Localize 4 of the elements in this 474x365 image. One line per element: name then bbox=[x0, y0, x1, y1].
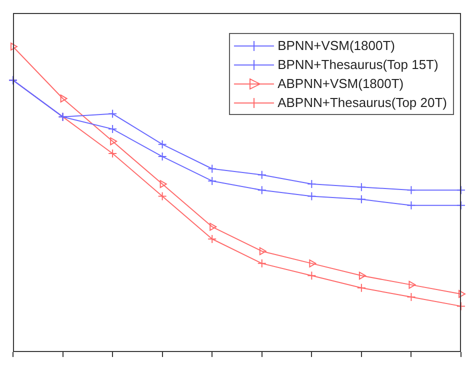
legend-label: ABPNN+VSM(1800T) bbox=[278, 75, 404, 93]
legend-label: BPNN+VSM(1800T) bbox=[278, 37, 395, 55]
legend-label: BPNN+Thesaurus(Top 15T) bbox=[278, 56, 438, 74]
legend-label: ABPNN+Thesaurus(Top 20T) bbox=[278, 94, 447, 112]
